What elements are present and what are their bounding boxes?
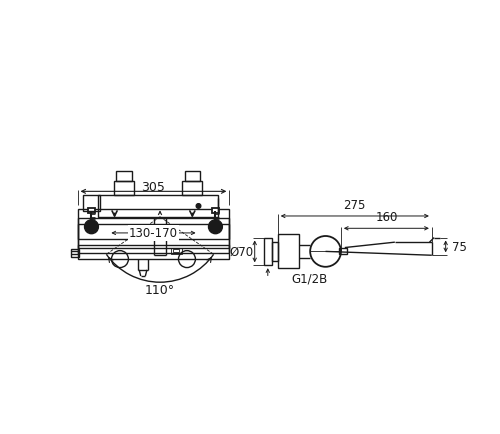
Bar (98, 196, 218, 217)
Bar (264, 238, 272, 266)
Bar (212, 209, 218, 214)
Bar (83, 196, 100, 211)
Bar (171, 248, 181, 254)
Bar (114, 182, 134, 196)
Text: 75: 75 (452, 240, 466, 253)
Bar (88, 209, 94, 214)
Bar (116, 171, 132, 182)
Circle shape (84, 220, 98, 234)
Bar (173, 250, 180, 253)
Text: 160: 160 (375, 210, 398, 224)
Text: G1/2B: G1/2B (291, 272, 327, 285)
Bar (78, 219, 230, 240)
Text: 305: 305 (142, 181, 166, 194)
Bar (78, 246, 230, 260)
Bar (184, 171, 200, 182)
Bar (78, 225, 230, 253)
Text: 110°: 110° (145, 284, 175, 297)
Bar (182, 182, 203, 196)
Text: 130-170: 130-170 (129, 227, 178, 240)
Bar (278, 235, 299, 269)
Circle shape (208, 220, 222, 234)
Text: 275: 275 (344, 198, 366, 211)
Bar (272, 243, 278, 261)
Text: Ø70: Ø70 (229, 245, 253, 258)
Bar (340, 249, 347, 255)
Circle shape (196, 204, 201, 209)
Bar (78, 210, 230, 248)
Bar (72, 250, 79, 257)
